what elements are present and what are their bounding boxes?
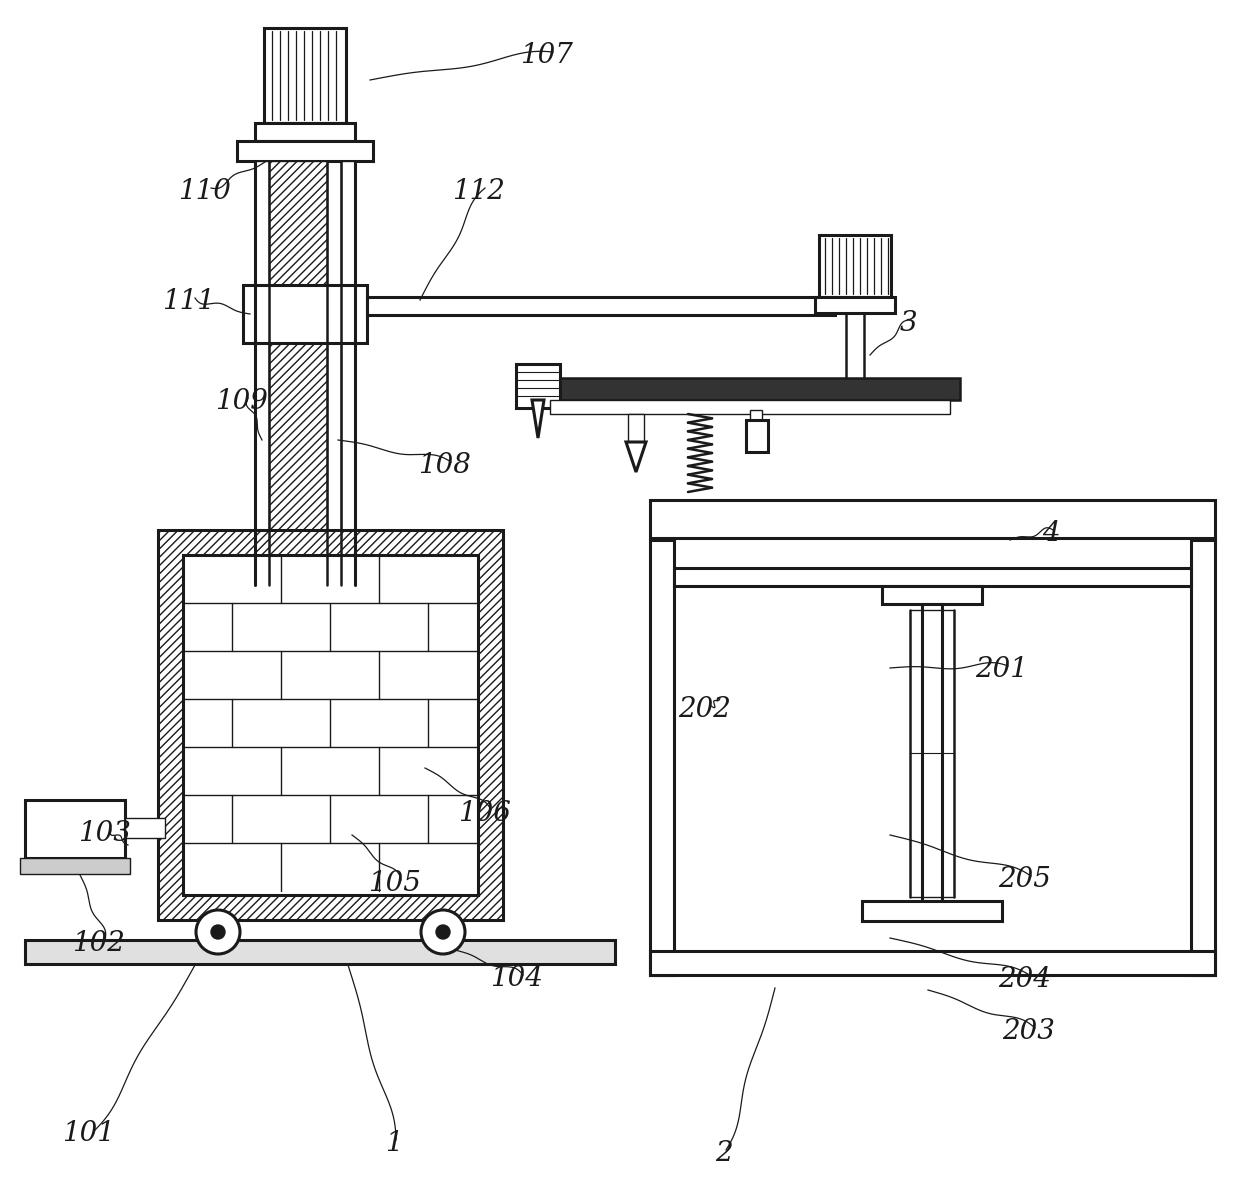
Bar [650,951,1215,975]
Bar [25,800,125,858]
Polygon shape [626,442,646,472]
Bar [815,297,895,313]
Text: 108: 108 [418,452,471,479]
Text: 102: 102 [72,930,125,957]
Text: 3: 3 [900,310,918,336]
Bar [650,540,675,975]
Text: 204: 204 [998,965,1050,993]
Text: 107: 107 [520,42,573,69]
Text: 111: 111 [162,288,215,315]
Circle shape [211,925,224,939]
Bar [882,586,982,604]
Text: 110: 110 [179,178,231,205]
Text: 101: 101 [62,1120,115,1147]
Text: 203: 203 [1002,1018,1055,1045]
Bar [627,414,644,442]
Text: 202: 202 [678,696,730,723]
Bar [650,501,1215,537]
Bar [341,161,355,585]
Bar [923,604,942,901]
Text: 205: 205 [998,866,1050,893]
Text: 112: 112 [453,178,505,205]
Text: 106: 106 [458,800,511,828]
Text: 103: 103 [78,820,131,847]
Bar [516,364,560,408]
Bar [750,410,763,420]
Bar [675,568,1190,586]
Bar [862,901,1002,921]
Bar [551,400,950,414]
Bar [25,940,615,964]
Bar [184,555,477,895]
Bar [367,297,835,315]
Bar [157,530,503,920]
Bar [125,818,165,838]
Circle shape [196,910,241,954]
Bar [255,122,355,141]
Bar [269,161,327,585]
Text: 2: 2 [715,1140,733,1166]
Text: 105: 105 [368,870,420,897]
Circle shape [422,910,465,954]
Text: 104: 104 [490,965,543,992]
Bar [1190,540,1215,975]
Circle shape [436,925,450,939]
Text: 4: 4 [1042,520,1060,547]
Polygon shape [532,400,544,438]
Bar [20,858,130,874]
Bar [818,235,892,297]
Bar [746,420,768,452]
Bar [264,29,346,122]
Text: 109: 109 [215,388,268,415]
Text: 1: 1 [384,1130,403,1157]
Text: 201: 201 [975,656,1028,682]
Bar [237,141,373,161]
Bar [539,378,960,400]
Bar [243,285,367,342]
Bar [255,161,269,585]
